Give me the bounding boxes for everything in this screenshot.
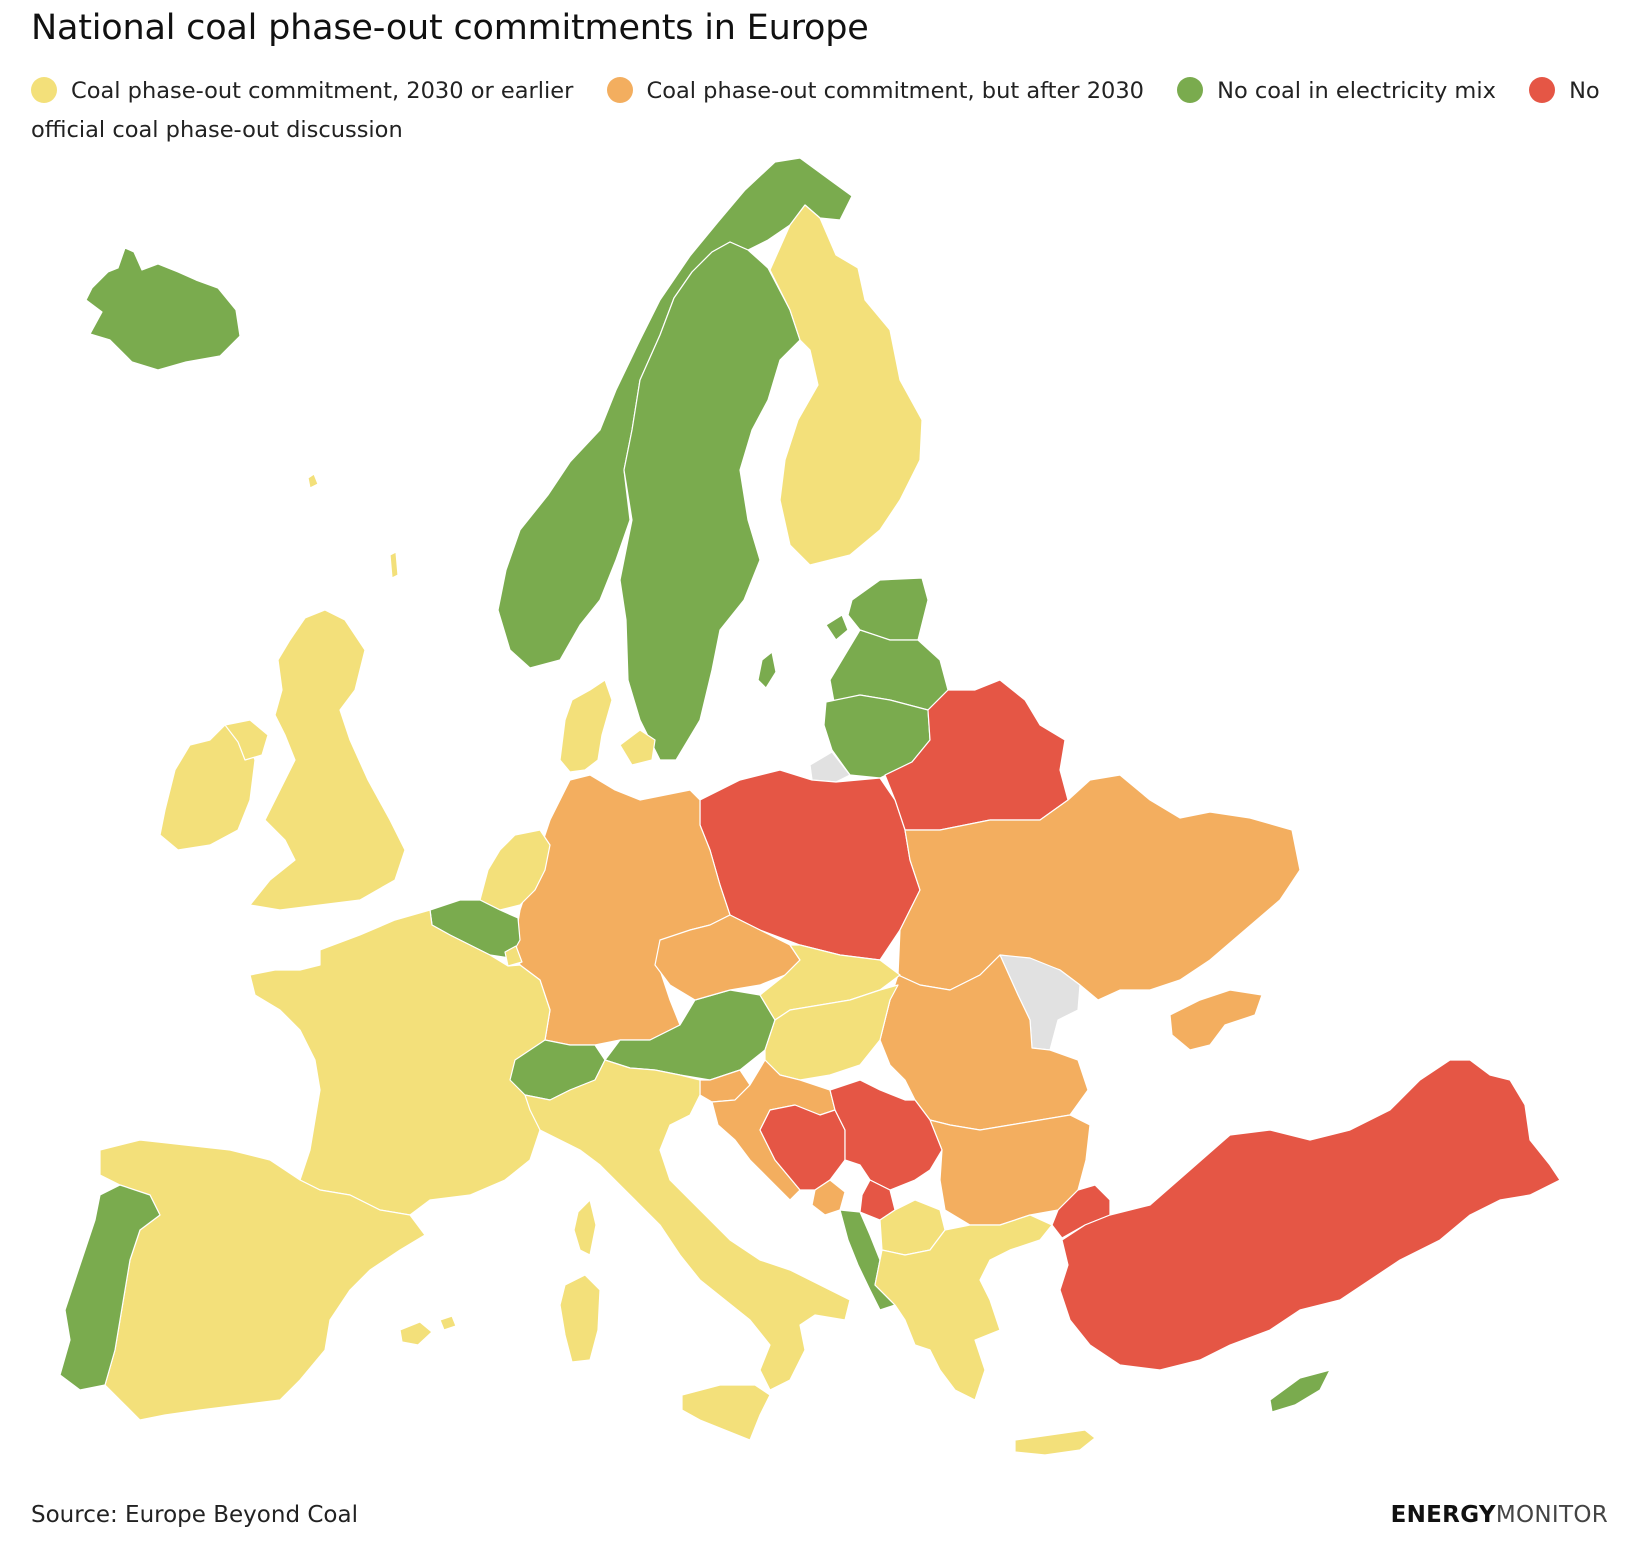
country-france xyxy=(249,909,551,1216)
source-note: Source: Europe Beyond Coal xyxy=(31,1502,358,1528)
country-serbia xyxy=(829,1079,943,1191)
region-crimea xyxy=(1169,989,1263,1051)
country-italy xyxy=(524,1059,851,1391)
legend-swatch-red xyxy=(1529,77,1556,103)
region-gotland xyxy=(757,651,777,689)
country-finland xyxy=(769,204,923,566)
legend-item-orange: Coal phase-out commitment, but after 203… xyxy=(606,77,1170,104)
legend-item-yellow: Coal phase-out commitment, 2030 or earli… xyxy=(31,77,599,104)
legend-swatch-yellow xyxy=(31,77,57,103)
region-faroe-islands xyxy=(307,473,319,489)
country-greece xyxy=(874,1214,1053,1401)
region-saaremaa xyxy=(825,614,849,641)
region-northern-ireland xyxy=(224,719,269,761)
country-turkey xyxy=(1059,1059,1561,1371)
country-germany xyxy=(514,774,731,1046)
legend-swatch-green xyxy=(1177,77,1204,103)
region-balearic-islands xyxy=(399,1315,457,1346)
region-sardinia xyxy=(559,1274,601,1363)
legend-label-green: No coal in electricity mix xyxy=(1217,78,1496,104)
brand-part-monitor: MONITOR xyxy=(1495,1502,1608,1528)
country-uk xyxy=(249,609,406,911)
brand-part-energy: ENERGY xyxy=(1390,1502,1496,1528)
legend-item-green: No coal in electricity mix xyxy=(1177,77,1522,104)
legend-label-yellow: Coal phase-out commitment, 2030 or earli… xyxy=(71,78,574,104)
legend-item-red: No official coal phase-out discussion xyxy=(31,77,1600,143)
country-denmark xyxy=(559,679,656,773)
region-sicily xyxy=(681,1384,771,1441)
country-cyprus xyxy=(1269,1369,1331,1413)
map-title: National coal phase-out commitments in E… xyxy=(31,8,869,48)
region-shetland xyxy=(389,551,399,579)
legend: Coal phase-out commitment, 2030 or earli… xyxy=(31,72,1606,150)
europe-map xyxy=(59,157,1561,1456)
region-corsica xyxy=(573,1199,597,1256)
region-kaliningrad xyxy=(809,751,851,783)
legend-label-orange: Coal phase-out commitment, but after 203… xyxy=(646,78,1144,104)
country-luxembourg xyxy=(504,945,523,967)
country-netherlands xyxy=(479,829,551,911)
country-iceland xyxy=(85,247,241,371)
country-sweden xyxy=(619,241,801,761)
legend-label-red: No official coal phase-out discussion xyxy=(31,78,1600,143)
region-crete xyxy=(1014,1429,1096,1456)
country-ireland xyxy=(159,724,256,851)
country-portugal xyxy=(59,1184,161,1391)
legend-swatch-orange xyxy=(606,77,633,103)
brand-logo: ENERGYMONITOR xyxy=(1391,1502,1608,1528)
